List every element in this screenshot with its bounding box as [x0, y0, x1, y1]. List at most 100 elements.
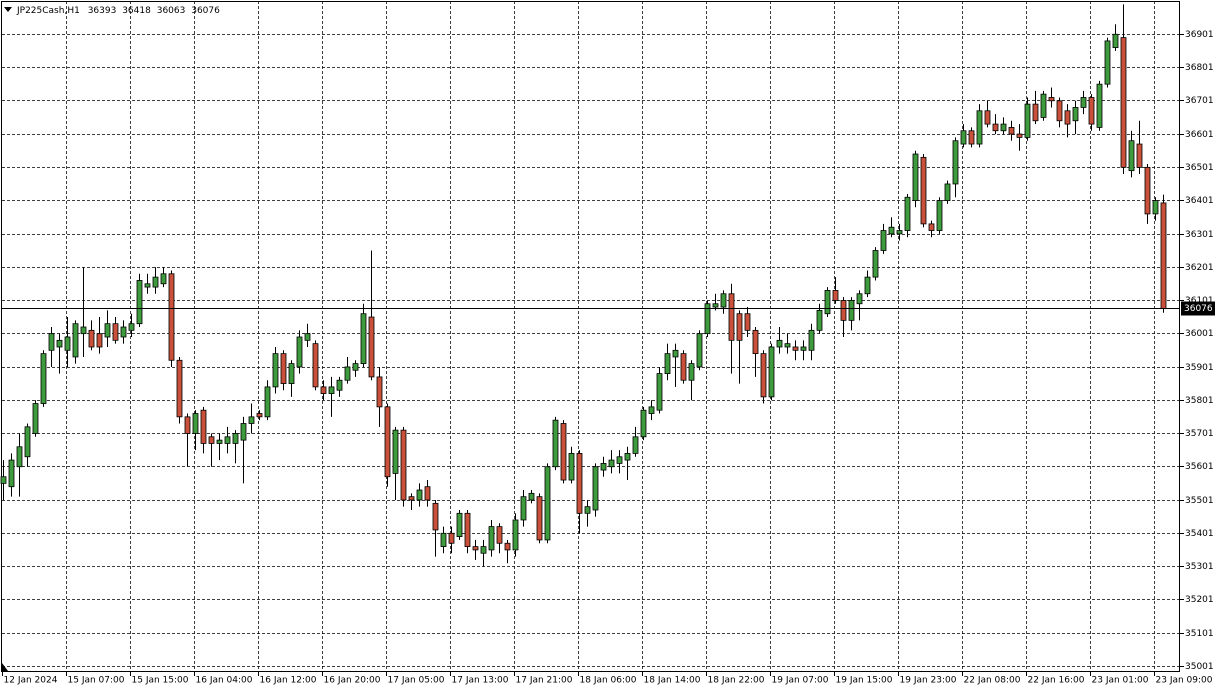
header-open: 36393 [88, 6, 117, 16]
candle-body [952, 140, 959, 185]
y-tick-label: 35501 [1185, 496, 1214, 506]
candle-body [904, 196, 911, 231]
y-tick-label: 36101 [1185, 296, 1214, 306]
candle-body [1152, 200, 1159, 215]
candle-body [416, 489, 423, 501]
candle-body [1048, 97, 1055, 102]
candle-body [880, 230, 887, 251]
candle-body [664, 353, 671, 374]
candle-body [840, 300, 847, 321]
candle-body [936, 200, 943, 231]
candle-body [976, 110, 983, 145]
x-tick-label: 19 Jan 15:00 [836, 676, 893, 686]
candle-body [72, 323, 79, 358]
candle-body [224, 436, 231, 444]
x-tick-label: 12 Jan 2024 [4, 676, 58, 686]
header-low: 36063 [157, 6, 186, 16]
candle-body [792, 346, 799, 351]
candle-body [360, 313, 367, 365]
y-tick-label: 35901 [1185, 363, 1214, 373]
candle-body [744, 313, 751, 331]
candle-body [24, 426, 31, 458]
candle-body [1136, 143, 1143, 168]
candle-body [272, 353, 279, 388]
candle-body [432, 502, 439, 531]
candle-body [176, 359, 183, 418]
candle-body [640, 409, 647, 438]
y-tick-label: 36001 [1185, 329, 1214, 339]
candle-body [0, 476, 7, 484]
x-tick-label: 22 Jan 16:00 [1028, 676, 1085, 686]
price-label: 36076 [1184, 304, 1213, 314]
candle-body [720, 293, 727, 308]
candle-body [264, 386, 271, 418]
candle-body [456, 512, 463, 538]
candle-body [384, 406, 391, 478]
candle-body [776, 339, 783, 348]
x-tick-label: 17 Jan 05:00 [388, 676, 445, 686]
candle-body [608, 459, 615, 468]
candle-body [672, 349, 679, 358]
candle-body [184, 416, 191, 434]
candle-body [280, 353, 287, 384]
candle-body [1000, 123, 1007, 132]
price-label-box [1181, 301, 1215, 316]
candle-body [736, 313, 743, 341]
candle-body [704, 303, 711, 335]
candle-body [304, 333, 311, 341]
candle-body [944, 183, 951, 202]
y-tick-label: 36701 [1185, 96, 1214, 106]
candle-body [1056, 100, 1063, 122]
candle-body [1112, 33, 1119, 48]
x-tick-label: 17 Jan 21:00 [516, 676, 573, 686]
candle-body [256, 413, 263, 418]
x-tick-label: 22 Jan 08:00 [964, 676, 1021, 686]
candle-body [688, 363, 695, 381]
candle-body [144, 283, 151, 288]
y-tick-label: 35101 [1185, 629, 1214, 639]
candle-body [448, 532, 455, 544]
candle-body [120, 326, 127, 338]
candle-body [784, 343, 791, 348]
candle-body [576, 453, 583, 514]
candle-body [376, 376, 383, 408]
candle-body [232, 433, 239, 444]
candle-body [584, 506, 591, 514]
x-tick-label: 18 Jan 22:00 [708, 676, 765, 686]
y-tick-label: 36901 [1185, 30, 1214, 40]
candle-body [808, 329, 815, 351]
chart-header: JP225Cash,H1 36393 36418 36063 36076 [16, 6, 220, 16]
x-tick-label: 16 Jan 04:00 [196, 676, 253, 686]
candle-body [1008, 127, 1015, 135]
y-tick-label: 35401 [1185, 529, 1214, 539]
candle-body [848, 300, 855, 321]
x-tick-label: 16 Jan 20:00 [324, 676, 381, 686]
x-tick-label: 15 Jan 15:00 [132, 676, 189, 686]
y-tick-label: 36501 [1185, 163, 1214, 173]
candle-body [168, 273, 175, 361]
candle-body [536, 496, 543, 541]
candle-body [160, 273, 167, 285]
candle-body [480, 546, 487, 554]
candle-body [592, 466, 599, 511]
candle-body [888, 226, 895, 235]
candle-body [568, 453, 575, 481]
candle-body [64, 336, 71, 351]
candle-body [40, 353, 47, 404]
y-tick-label: 35701 [1185, 429, 1214, 439]
candle-body [1096, 83, 1103, 128]
candles [0, 4, 1167, 567]
y-tick-label: 36601 [1185, 130, 1214, 140]
candle-body [32, 403, 39, 434]
candle-body [912, 153, 919, 202]
y-tick-label: 35201 [1185, 595, 1214, 605]
candle-body [1128, 140, 1135, 172]
candle-body [56, 339, 63, 348]
candle-body [208, 436, 215, 444]
header-high: 36418 [122, 6, 151, 16]
candle-body [392, 429, 399, 474]
candle-body [600, 463, 607, 471]
x-tick-label: 18 Jan 14:00 [644, 676, 701, 686]
candle-body [200, 409, 207, 444]
